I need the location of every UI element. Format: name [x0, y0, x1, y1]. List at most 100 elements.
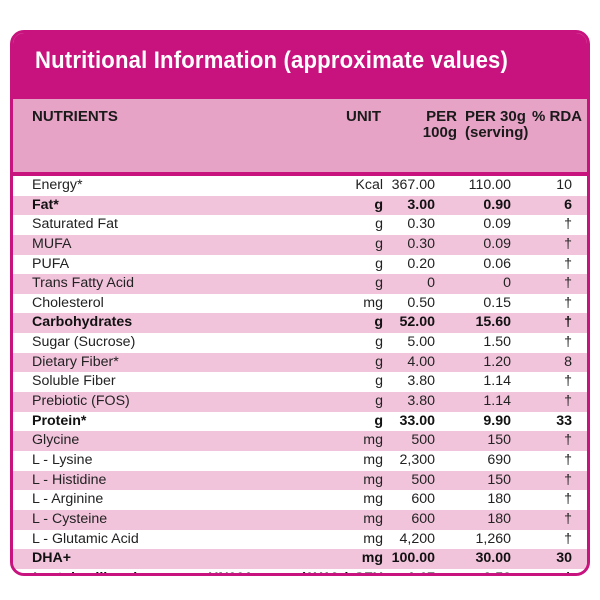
nutrient-unit: mg: [363, 491, 383, 508]
value-per-100g: 0.20: [407, 255, 435, 272]
table-row: Glycine mg 500 150 †: [13, 431, 587, 451]
table-row: Cholesterol mg 0.50 0.15 †: [13, 293, 587, 314]
value-rda: 8: [564, 353, 572, 370]
value-per-100g: 0.30: [407, 216, 435, 233]
value-rda: †: [564, 255, 572, 272]
nutrient-unit: g: [375, 334, 383, 351]
value-per-30g: 150: [487, 471, 511, 488]
value-rda: †: [564, 471, 572, 488]
nutrient-name: DHA+: [32, 550, 72, 567]
table-row: PUFA g 0.20 0.06 †: [13, 254, 587, 275]
nutrient-unit: mg: [363, 471, 383, 488]
nutrient-name: Glycine: [32, 432, 80, 449]
value-rda: †: [564, 393, 572, 410]
value-per-30g: 0.09: [483, 235, 511, 252]
header-nutrients: NUTRIENTS: [32, 108, 118, 125]
value-rda: †: [564, 491, 572, 508]
value-rda: †: [564, 432, 572, 449]
table-header: NUTRIENTS UNIT PER 100g PER 30g (serving…: [13, 99, 587, 173]
table-row: L - Glutamic Acid mg 4,200 1,260 †: [13, 529, 587, 550]
nutrient-name: Energy*: [32, 177, 83, 193]
value-per-100g: 4.00: [407, 353, 435, 370]
value-per-30g: 0.90: [483, 196, 511, 213]
value-per-30g: 110.00: [468, 177, 511, 193]
value-per-30g: 0.50: [441, 570, 511, 573]
nutrient-unit: g: [374, 314, 383, 331]
nutrient-name: Prebiotic (FOS): [32, 393, 130, 410]
value-per-30g: 1.20: [483, 353, 511, 370]
table-row: L - Cysteine mg 600 180 †: [13, 509, 587, 530]
table-row: L - Lysine mg 2,300 690 †: [13, 450, 587, 471]
value-per-100g: 367.00: [391, 177, 435, 193]
value-per-30g: 0: [503, 275, 511, 292]
nutrient-unit: (1X10⁸) CFU: [301, 570, 383, 573]
nutrient-unit: g: [375, 275, 383, 292]
value-rda: †: [564, 275, 572, 292]
value-per-30g: 15.60: [475, 314, 511, 331]
page-title: Nutritional Information (approximate val…: [35, 47, 509, 74]
nutrient-unit: mg: [363, 294, 383, 311]
nutrient-unit: mg: [363, 432, 383, 449]
nutrient-name: MUFA: [32, 235, 72, 252]
value-per-100g: 3.80: [407, 373, 435, 390]
value-per-100g: 600: [411, 491, 435, 508]
value-per-30g: 0.06: [483, 255, 511, 272]
nutrient-unit: g: [375, 373, 383, 390]
nutrient-unit: g: [375, 255, 383, 272]
value-rda: †: [564, 373, 572, 390]
nutrient-name: L - Lysine: [32, 451, 93, 468]
value-per-100g: 600: [411, 510, 435, 527]
nutrient-name: Soluble Fiber: [32, 373, 116, 390]
nutrient-name: Sugar (Sucrose): [32, 334, 136, 351]
nutrient-unit: mg: [363, 510, 383, 527]
table-row: Soluble Fiber g 3.80 1.14 †: [13, 372, 587, 393]
value-per-30g: 9.90: [483, 412, 511, 429]
nutrient-unit: g: [375, 393, 383, 410]
value-per-30g: 1,260: [475, 530, 511, 547]
nutrient-name: Carbohydrates: [32, 314, 133, 331]
table-row: Dietary Fiber* g 4.00 1.20 8: [13, 352, 587, 373]
value-per-100g: 0: [427, 275, 435, 292]
value-per-100g: 3.00: [407, 196, 435, 213]
nutrient-name: Saturated Fat: [32, 216, 118, 233]
value-per-30g: 150: [487, 432, 511, 449]
value-per-100g: 1.67: [365, 570, 435, 573]
value-per-100g: 33.00: [399, 412, 435, 429]
nutrient-name: Trans Fatty Acid: [32, 275, 134, 292]
value-per-30g: 690: [487, 451, 511, 468]
table-row: Sugar (Sucrose) g 5.00 1.50 †: [13, 333, 587, 353]
nutrient-unit: g: [375, 235, 383, 252]
table-row: Energy* Kcal 367.00 110.00 10: [13, 176, 587, 196]
table-row: Protein* g 33.00 9.90 33: [13, 411, 587, 432]
value-per-100g: 5.00: [407, 334, 435, 351]
value-per-30g: 1.50: [483, 334, 511, 351]
header-rda: % RDA: [532, 108, 583, 125]
nutrient-unit: mg: [363, 451, 383, 468]
table-row: Lactobacillus rhamnosus HN001 (1X10⁸) CFU…: [13, 568, 587, 573]
nutrient-name: L - Arginine: [32, 491, 104, 508]
value-rda: †: [564, 334, 572, 351]
table-row: MUFA g 0.30 0.09 †: [13, 234, 587, 255]
nutrient-name: Dietary Fiber*: [32, 353, 119, 370]
value-rda: 30: [556, 550, 572, 567]
nutrient-unit: g: [374, 196, 383, 213]
table-row: Saturated Fat g 0.30 0.09 †: [13, 215, 587, 235]
value-per-30g: 180: [487, 510, 511, 527]
value-rda: †: [564, 451, 572, 468]
header-per-30g: PER 30g (serving): [465, 108, 529, 141]
title-bar: Nutritional Information (approximate val…: [13, 33, 587, 99]
nutrition-panel: Nutritional Information (approximate val…: [10, 30, 590, 576]
table-row: DHA+ mg 100.00 30.00 30: [13, 549, 587, 569]
header-divider: [13, 172, 587, 176]
table-row: L - Arginine mg 600 180 †: [13, 490, 587, 510]
value-rda: †: [564, 216, 572, 233]
nutrient-name: L - Cysteine: [32, 510, 108, 527]
nutrient-name: Protein*: [32, 412, 87, 429]
value-rda: 33: [556, 412, 572, 429]
header-unit: UNIT: [346, 108, 381, 125]
value-rda: †: [564, 294, 572, 311]
value-per-100g: 0.30: [407, 235, 435, 252]
value-rda: 10: [556, 177, 572, 193]
value-per-100g: 52.00: [399, 314, 435, 331]
value-per-100g: 2,300: [399, 451, 435, 468]
